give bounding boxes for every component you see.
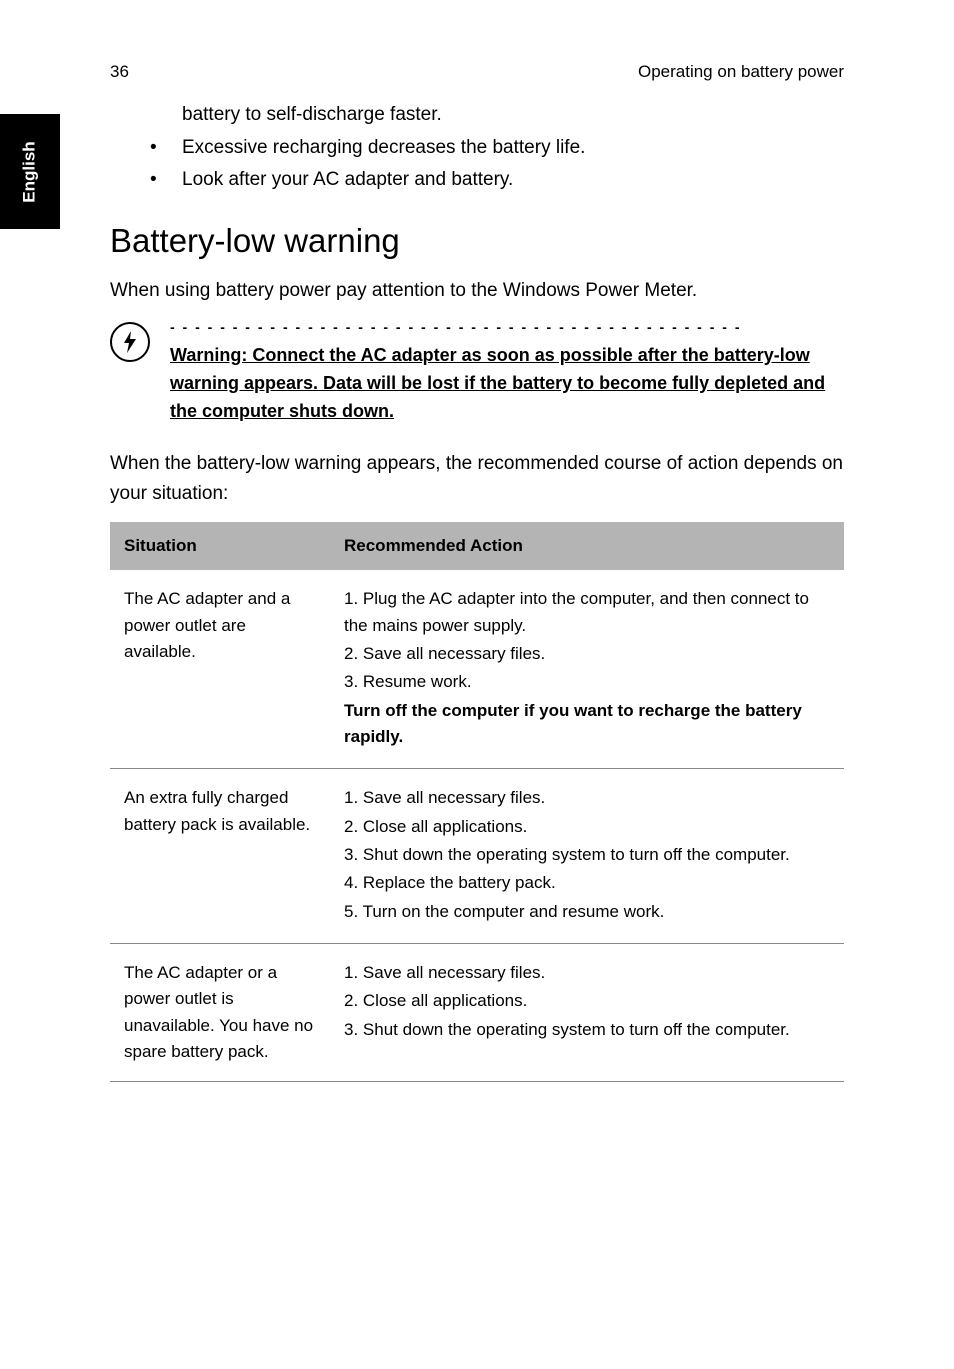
language-tab-label: English bbox=[20, 141, 40, 202]
lightning-svg bbox=[121, 330, 139, 354]
table-header-situation: Situation bbox=[110, 522, 330, 570]
page-section-title: Operating on battery power bbox=[638, 62, 844, 82]
action-line: 1. Save all necessary files. bbox=[344, 785, 830, 811]
dashes-separator: - - - - - - - - - - - - - - - - - - - - … bbox=[170, 320, 844, 334]
warning-body: - - - - - - - - - - - - - - - - - - - - … bbox=[170, 320, 844, 426]
bullet-text: Look after your AC adapter and battery. bbox=[182, 165, 844, 194]
action-line: 1. Plug the AC adapter into the computer… bbox=[344, 586, 830, 639]
page-number: 36 bbox=[110, 62, 129, 82]
list-item: • Excessive recharging decreases the bat… bbox=[150, 133, 844, 162]
situation-cell: The AC adapter or a power outlet is unav… bbox=[110, 944, 330, 1082]
action-line: 2. Save all necessary files. bbox=[344, 641, 830, 667]
warning-text: Warning: Connect the AC adapter as soon … bbox=[170, 342, 844, 426]
page-header: 36 Operating on battery power bbox=[110, 62, 844, 82]
main-content: battery to self-discharge faster. • Exce… bbox=[110, 100, 844, 1082]
warning-block: - - - - - - - - - - - - - - - - - - - - … bbox=[110, 320, 844, 426]
list-item: • Look after your AC adapter and battery… bbox=[150, 165, 844, 194]
situation-cell: An extra fully charged battery pack is a… bbox=[110, 769, 330, 944]
action-line: 2. Close all applications. bbox=[344, 988, 830, 1014]
situation-cell: The AC adapter and a power outlet are av… bbox=[110, 570, 330, 769]
lightning-icon bbox=[110, 322, 150, 362]
language-tab: English bbox=[0, 114, 60, 229]
table-row: The AC adapter and a power outlet are av… bbox=[110, 570, 844, 769]
action-line: 3. Shut down the operating system to tur… bbox=[344, 842, 830, 868]
table-header-action: Recommended Action bbox=[330, 522, 844, 570]
top-bullets: • Excessive recharging decreases the bat… bbox=[150, 133, 844, 194]
action-cell: 1. Save all necessary files. 2. Close al… bbox=[330, 769, 844, 944]
action-cell: 1. Save all necessary files. 2. Close al… bbox=[330, 944, 844, 1082]
action-line: 4. Replace the battery pack. bbox=[344, 870, 830, 896]
paragraph: When using battery power pay attention t… bbox=[110, 276, 844, 305]
section-heading: Battery-low warning bbox=[110, 222, 844, 260]
action-line: 3. Shut down the operating system to tur… bbox=[344, 1017, 830, 1043]
intro-continuation: battery to self-discharge faster. bbox=[182, 100, 844, 129]
action-line: 3. Resume work. bbox=[344, 669, 830, 695]
action-line: 5. Turn on the computer and resume work. bbox=[344, 899, 830, 925]
action-line: 2. Close all applications. bbox=[344, 814, 830, 840]
bullet-text: Excessive recharging decreases the batte… bbox=[182, 133, 844, 162]
table-row: The AC adapter or a power outlet is unav… bbox=[110, 944, 844, 1082]
action-line: 1. Save all necessary files. bbox=[344, 960, 830, 986]
paragraph: When the battery-low warning appears, th… bbox=[110, 449, 844, 508]
action-cell: 1. Plug the AC adapter into the computer… bbox=[330, 570, 844, 769]
bullet-icon: • bbox=[150, 133, 182, 162]
bullet-icon: • bbox=[150, 165, 182, 194]
table-row: An extra fully charged battery pack is a… bbox=[110, 769, 844, 944]
situations-table: Situation Recommended Action The AC adap… bbox=[110, 522, 844, 1082]
action-bold: Turn off the computer if you want to rec… bbox=[344, 698, 830, 751]
